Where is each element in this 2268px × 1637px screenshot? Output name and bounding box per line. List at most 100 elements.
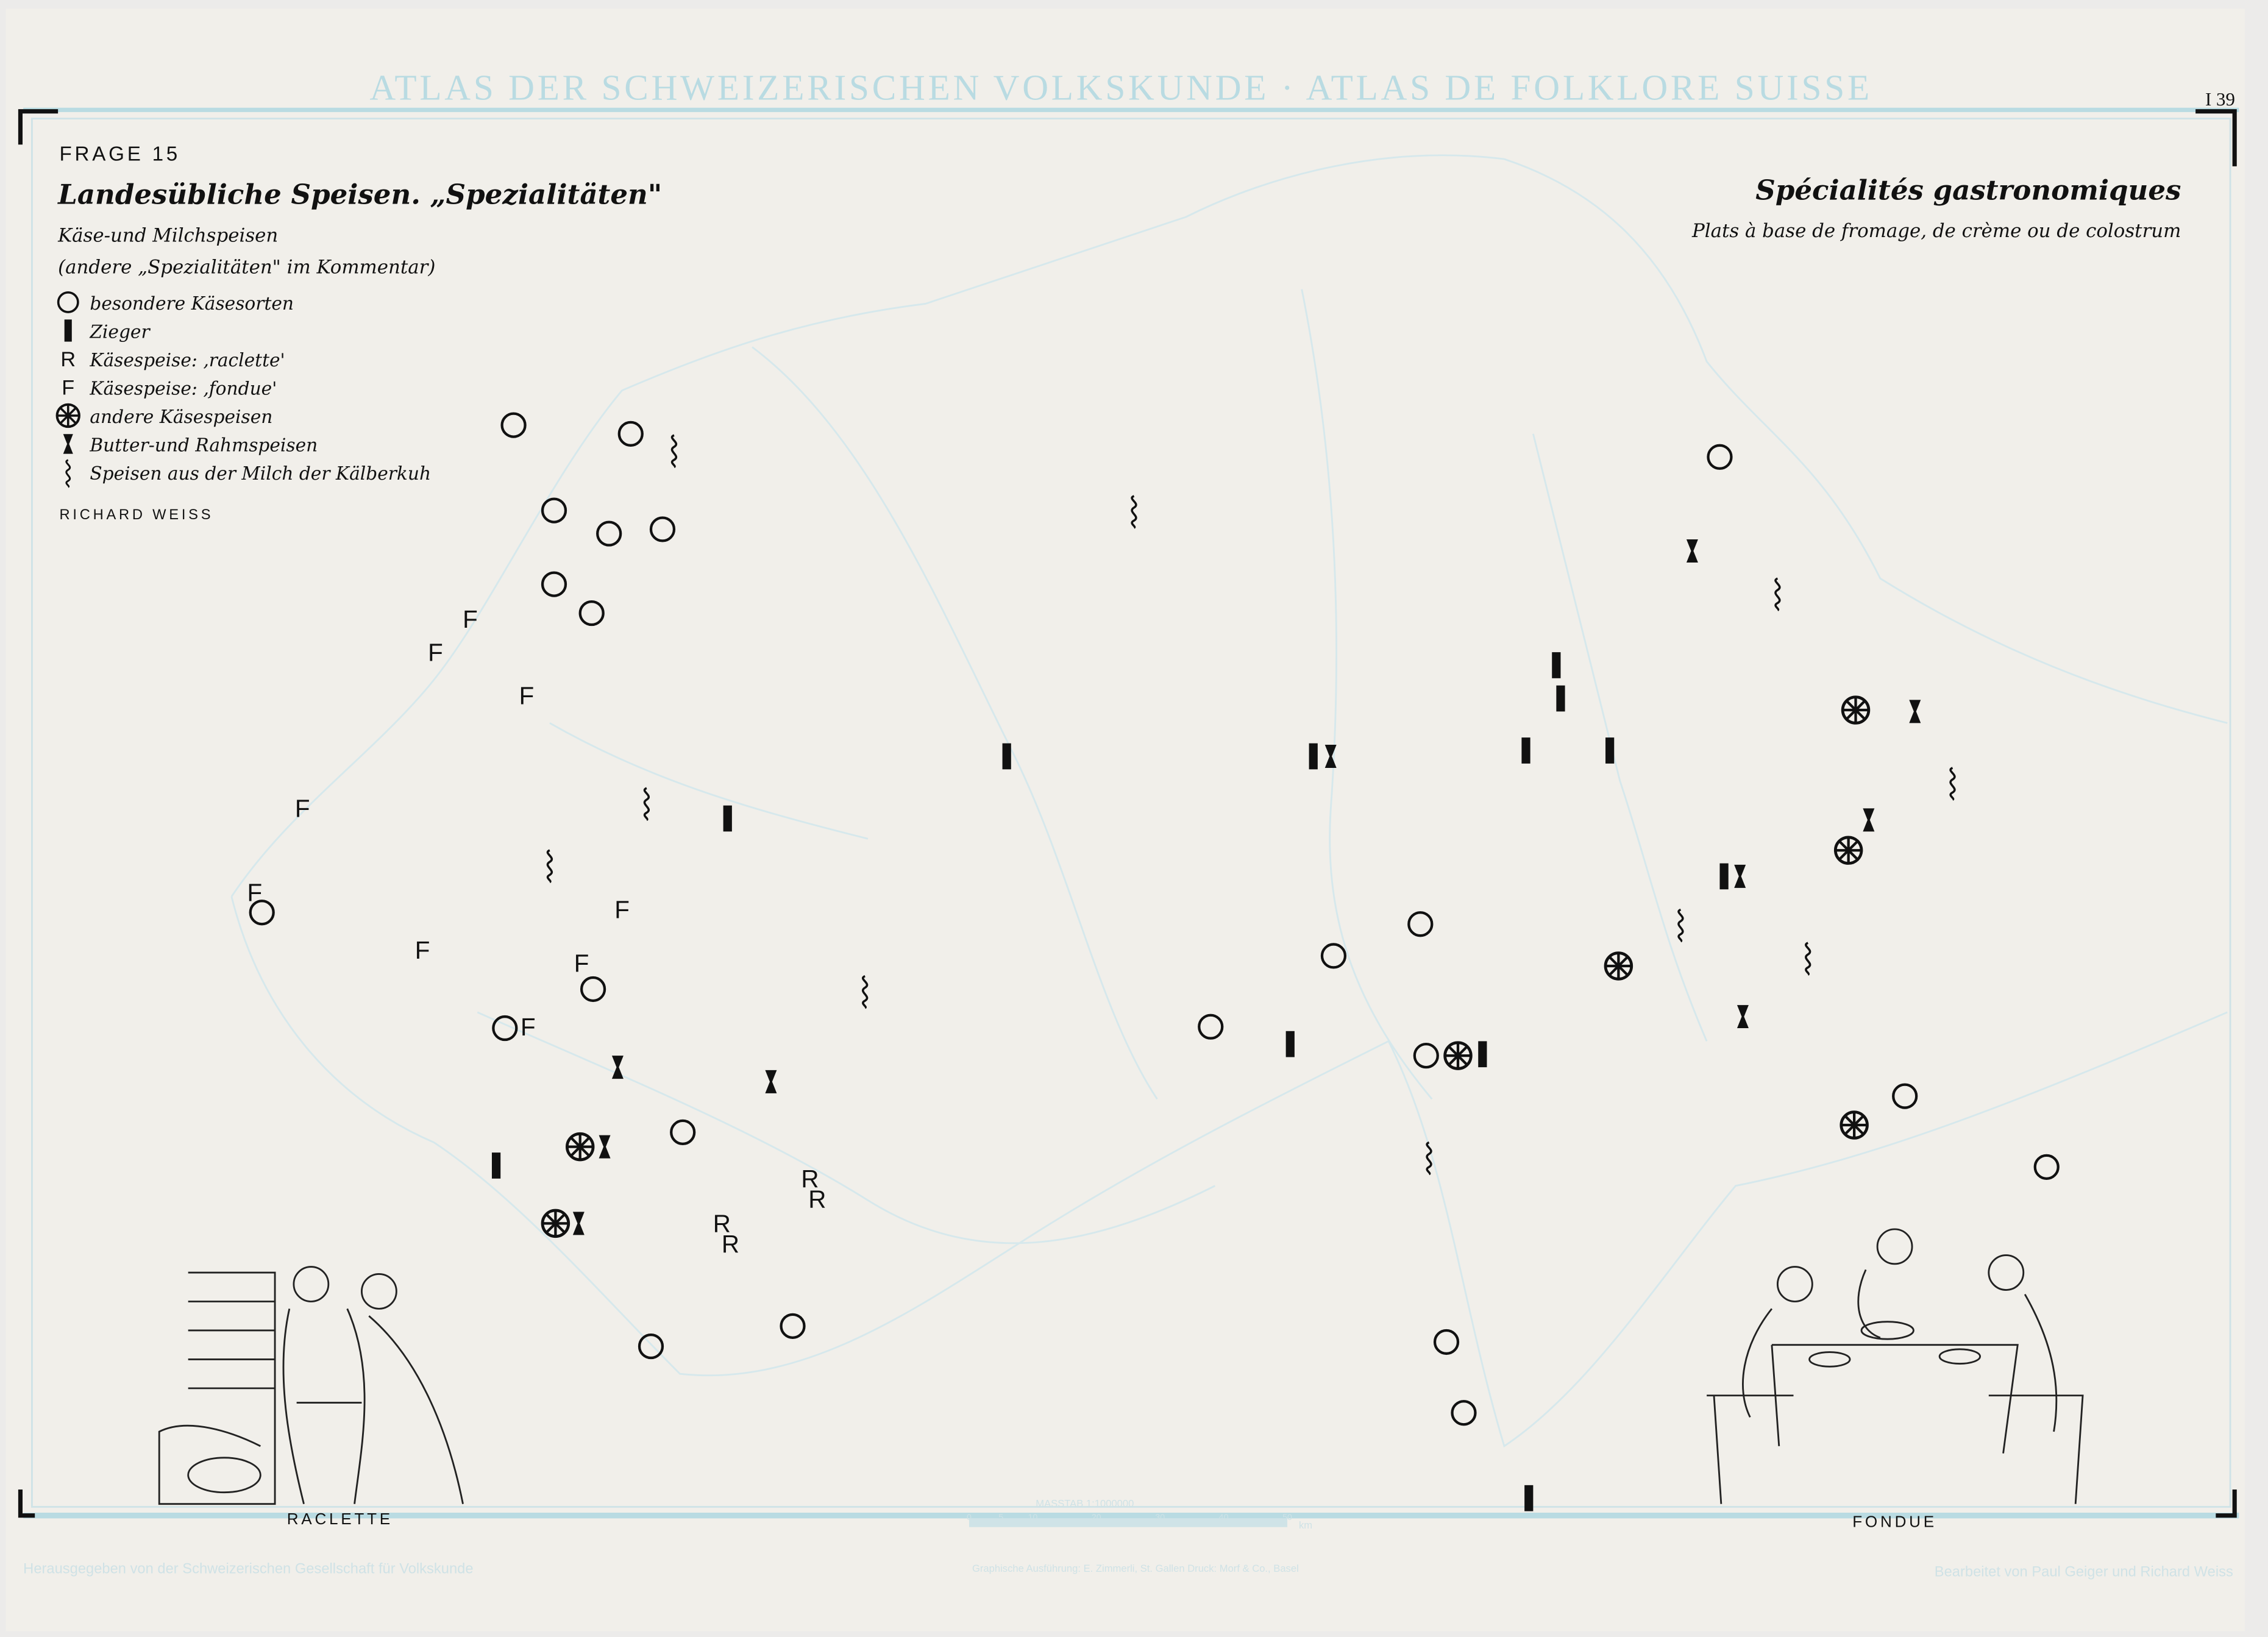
map-wheel-symbol [1443,1041,1473,1070]
scale-label: MASSTAB 1:1000000 [1036,1497,1134,1509]
map-circle-symbol [1407,911,1434,937]
legend-item: R Käsespeise: ‚raclette' [60,348,285,371]
map-circle-symbol [1320,943,1347,969]
svg-text:R: R [713,1210,731,1238]
map-bar-symbol [1478,1041,1487,1068]
svg-text:R: R [60,348,76,371]
map-circle-symbol [617,421,644,447]
map-bar-symbol [723,805,732,832]
map-circle-symbol [1433,1329,1460,1355]
map-title-de: Landesübliche Speisen. „Spezialitäten" [57,179,662,211]
map-wheel-symbol [541,1209,571,1238]
map-wheel-symbol [1841,695,1871,725]
map-circle-symbol [780,1313,806,1339]
footer-printer: Graphische Ausführung: E. Zimmerli, St. … [972,1563,1299,1574]
map-circle-symbol [541,497,567,524]
scale-unit: km [1299,1519,1312,1531]
svg-text:F: F [574,950,589,978]
legend-item-label: andere Käsespeisen [90,406,272,427]
map-squiggle-symbol [1949,767,1956,801]
map-F-symbol: F [247,878,263,906]
note-de: (andere „Spezialitäten" im Kommentar) [58,256,435,278]
svg-text:F: F [415,936,430,964]
svg-text:F: F [519,682,535,710]
legend-bar-icon [64,319,72,342]
svg-text:F: F [295,795,310,823]
legend-item: besondere Käsesorten [57,291,294,314]
map-hourglass-symbol [1686,539,1698,563]
legend-german: FRAGE 15 Landesübliche Speisen. „Spezial… [55,143,662,523]
map-hourglass-symbol [1909,700,1921,723]
map-R-symbol: R [713,1210,731,1238]
footer-publisher: Herausgegeben von der Schweizerischen Ge… [23,1561,473,1577]
map-F-symbol: F [295,795,310,823]
paper [5,9,2245,1632]
legend-item-label: besondere Käsesorten [90,293,294,314]
legend-hourglass-icon [63,434,73,454]
legend-item: Zieger [64,319,151,342]
author: RICHARD WEISS [60,507,214,523]
base-map [230,154,2228,1527]
map-circle-symbol [1198,1014,1224,1040]
footer-editors: Bearbeitet von Paul Geiger und Richard W… [1935,1564,2233,1580]
map-circle-symbol [1451,1400,1477,1426]
scale-tick-label: 50 [1282,1513,1292,1522]
map-R-symbol: R [801,1165,819,1193]
map-bar-symbol [1556,685,1565,712]
map-F-symbol: F [415,936,430,964]
raclette-caption: RACLETTE [287,1510,393,1528]
map-hourglass-symbol [1734,864,1746,888]
fondue-caption: FONDUE [1852,1513,1937,1531]
map-bar-symbol [1719,863,1729,890]
map-hourglass-symbol [599,1135,611,1159]
map-title-fr: Spécialités gastronomiques [1755,174,2181,206]
fondue-illustration [1707,1228,2084,1504]
map-bar-symbol [1002,743,1011,770]
map-circle-symbol [670,1119,696,1146]
scale-tick-label: 30 [1155,1513,1165,1522]
map-R-symbol: R [808,1185,826,1213]
svg-text:R: R [722,1230,739,1258]
map-wheel-symbol [1833,836,1863,865]
map-squiggle-symbol [862,975,869,1009]
question-number: FRAGE 15 [60,143,181,165]
legend-item: Butter-und Rahmspeisen [63,434,318,455]
map-circle-symbol [1707,444,1733,470]
scale-tick-label: 10 [1028,1513,1037,1522]
map-circle-symbol [500,412,527,438]
map-bar-symbol [1309,743,1318,770]
subtitle-de: Käse-und Milchspeisen [57,224,278,246]
map-F-symbol: F [521,1013,536,1041]
map-bar-symbol [1524,1485,1534,1511]
svg-text:F: F [614,896,630,924]
legend-squiggle-icon [65,459,71,488]
map-hourglass-symbol [1863,808,1875,832]
map-wheel-symbol [565,1132,595,1162]
map-hourglass-symbol [1737,1005,1749,1029]
svg-text:R: R [808,1185,826,1213]
map-hourglass-symbol [765,1070,777,1093]
map-frame [18,107,2239,1519]
map-squiggle-symbol [1426,1141,1432,1176]
map-bar-symbol [1605,737,1615,764]
map-squiggle-symbol [670,434,678,469]
map-bar-symbol [1521,737,1530,764]
legend-item-label: Käsespeise: ‚fondue' [89,377,277,399]
legend-french: Spécialités gastronomiques Plats à base … [1691,174,2181,242]
map-squiggle-symbol [1677,908,1684,943]
map-squiggle-symbol [546,849,553,883]
legend-circle-icon [57,291,79,313]
map-circle-symbol [1413,1043,1439,1069]
map-circle-symbol [578,600,605,627]
scale-ticks: 0 5 10 20 30 40 50 km [967,1513,1312,1531]
scale-tick-label: 20 [1092,1513,1101,1522]
svg-text:F: F [62,377,74,400]
scale-tick-label: 0 [967,1513,972,1522]
map-wheel-symbol [1840,1110,1869,1140]
atlas-title: ATLAS DER SCHWEIZERISCHEN VOLKSKUNDE · A… [369,68,1872,108]
map-bar-symbol [1552,652,1561,678]
map-wheel-symbol [1604,951,1633,981]
svg-text:F: F [247,878,263,906]
svg-text:F: F [521,1013,536,1041]
